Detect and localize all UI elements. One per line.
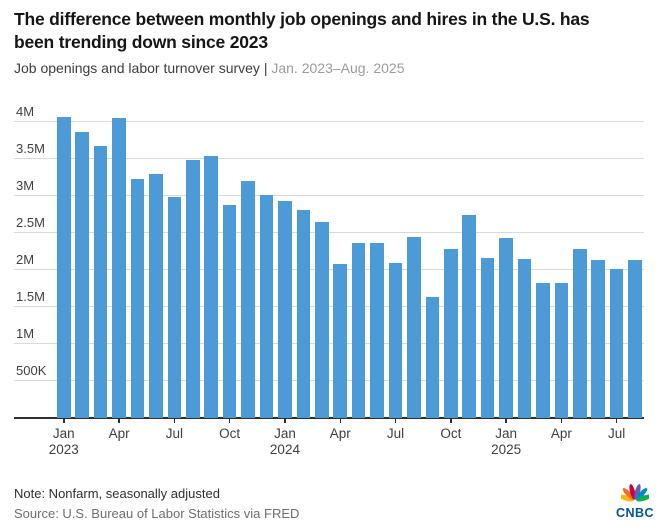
bar-feb-2025 [517,258,532,418]
x-axis-label: Jan 2023 [48,426,79,457]
bar-sep-2023 [204,156,219,418]
x-axis-tick [394,418,397,423]
gridline-1M [14,343,644,344]
x-axis-label: Apr [329,426,351,441]
bar-feb-2023 [75,131,90,418]
chart-subtitle: Job openings and labor turnover survey |… [14,60,644,76]
bar-oct-2023 [222,204,237,418]
x-axis-label: Jul [386,426,405,441]
peacock-icon [618,484,652,502]
bar-dec-2024 [480,258,495,418]
gridline-1.5M [14,306,644,307]
gridline-3M [14,195,644,196]
gridline-4M [14,121,644,122]
x-axis-label: Jul [608,426,626,441]
bar-jan-2025 [499,238,513,418]
x-axis-line [14,417,644,419]
bar-may-2024 [351,242,366,418]
bar-oct-2024 [444,248,458,418]
bar-apr-2024 [333,264,348,418]
bar-aug-2025 [628,259,642,418]
y-axis-label: 3.5M [16,141,45,156]
bar-jun-2023 [149,173,163,418]
gridline-3.5M [14,158,644,159]
bar-mar-2024 [315,221,329,418]
y-axis-label: 2M [16,252,35,267]
y-axis-label: 2.5M [16,215,45,230]
x-axis-tick [505,418,507,423]
y-axis-label: 1M [16,326,35,341]
chart-note: Note: Nonfarm, seasonally adjusted [14,486,220,501]
x-axis-tick [63,418,65,423]
y-axis-label: 1.5M [16,289,45,304]
x-axis-tick [118,418,120,423]
subtitle-survey-label: Job openings and labor turnover survey | [14,60,272,76]
x-axis-label: Jan 2024 [269,426,300,457]
gridline-500K [14,380,644,381]
bar-jul-2025 [609,269,624,418]
bar-jun-2025 [591,260,606,418]
bar-jul-2024 [388,262,403,418]
x-axis-tick [560,418,563,423]
cnbc-logo-text: CNBC [615,506,655,520]
x-axis-tick [615,418,618,423]
y-axis-label: 500K [16,363,47,378]
subtitle-date-range: Jan. 2023–Aug. 2025 [271,60,405,76]
x-axis-label: Apr [550,426,572,441]
bar-jan-2023 [57,116,71,418]
bar-may-2023 [130,178,145,418]
bar-may-2025 [573,249,587,418]
bar-mar-2025 [536,282,550,418]
x-axis-label: Jul [165,426,183,441]
x-axis-label: Oct [440,426,462,441]
bar-nov-2023 [241,181,255,418]
bar-jul-2023 [167,196,182,418]
bar-aug-2023 [186,159,200,418]
plot-area: 4M 3.5M 3M 2.5M 2M 1.5M 1M 500K Jan 2023 Apr Jul Oct… [14,104,644,457]
x-axis-label: Apr [108,426,130,441]
bar-sep-2024 [425,296,440,418]
y-axis-label: 4M [16,104,35,119]
chart-title: The difference between monthly job openi… [14,9,590,52]
x-axis-tick [450,418,452,423]
x-axis-label: Oct [219,426,241,441]
bar-dec-2023 [259,195,274,418]
x-axis-tick [284,418,286,423]
bar-apr-2023 [112,117,126,418]
gridline-2.5M [14,232,644,233]
chart-source: Source: U.S. Bureau of Labor Statistics … [14,506,300,521]
bar-apr-2025 [554,283,569,418]
bar-jun-2024 [370,243,384,418]
bar-mar-2023 [93,146,108,418]
x-axis-tick [339,418,341,423]
bar-aug-2024 [407,236,421,418]
x-axis-tick [173,418,176,423]
bar-nov-2024 [462,214,477,418]
x-axis-label: Jan 2025 [491,426,522,457]
bar-feb-2024 [296,210,311,418]
bar-jan-2024 [278,201,292,418]
cnbc-logo: CNBC [612,483,658,520]
gridline-2M [14,269,644,270]
y-axis-label: 3M [16,178,35,193]
x-axis-tick [228,418,231,423]
